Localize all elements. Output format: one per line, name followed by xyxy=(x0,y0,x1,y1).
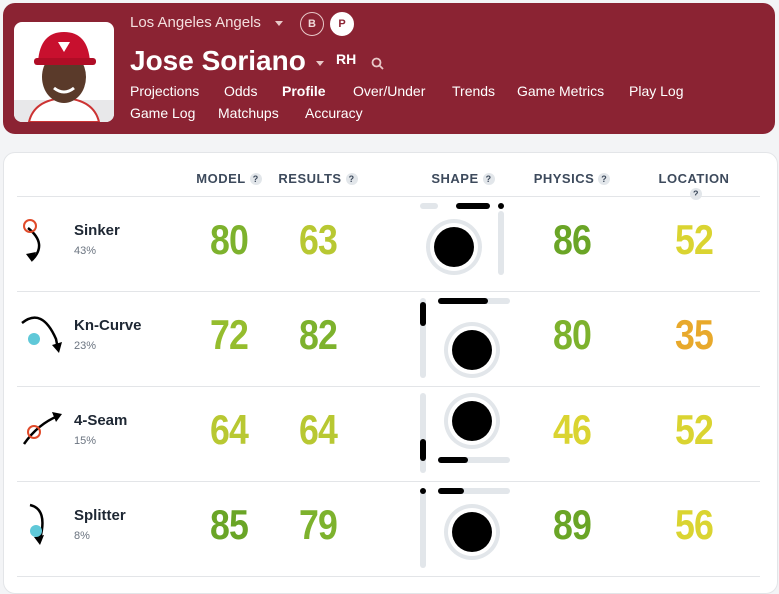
column-title: MODEL xyxy=(196,171,246,186)
badge[interactable]: P xyxy=(330,12,354,36)
grade-physics: 80 xyxy=(552,311,592,358)
pitch-usage: 15% xyxy=(74,435,97,447)
pitch-usage: 43% xyxy=(74,245,97,257)
nav-tab[interactable]: Game Metrics xyxy=(517,83,605,99)
separator xyxy=(17,386,760,387)
nav-tab[interactable]: Play Log xyxy=(629,83,684,99)
pitch-icon xyxy=(29,503,44,545)
column-title: LOCATION xyxy=(658,171,730,186)
column-title: SHAPE xyxy=(431,171,479,186)
grade-location: 52 xyxy=(674,216,714,263)
nav-tab[interactable]: Profile xyxy=(282,83,326,99)
grade-model: 85 xyxy=(209,501,249,548)
pitch-card xyxy=(3,152,778,594)
column-header: RESULTS? xyxy=(278,171,358,186)
pitch-icon xyxy=(23,219,41,262)
player-dropdown[interactable] xyxy=(316,61,324,67)
separator xyxy=(17,291,760,292)
pitch-icon xyxy=(21,316,62,353)
grade-location: 35 xyxy=(674,311,714,358)
grade-model: 64 xyxy=(209,406,249,453)
help-icon[interactable]: ? xyxy=(598,173,611,185)
column-header: PHYSICS? xyxy=(532,171,612,186)
pitch-name: Splitter xyxy=(74,507,126,524)
shape-plot xyxy=(420,393,510,473)
pitch-usage: 8% xyxy=(74,530,90,542)
separator xyxy=(17,196,760,197)
photo-art xyxy=(14,32,114,122)
player-name: Jose Soriano xyxy=(130,45,306,76)
help-icon[interactable]: ? xyxy=(345,173,358,185)
grade-physics: 89 xyxy=(552,501,592,548)
team-name[interactable]: Los Angeles Angels xyxy=(130,14,261,31)
nav-tab[interactable]: Trends xyxy=(452,83,496,99)
badge[interactable]: B xyxy=(300,12,324,36)
grade-location: 52 xyxy=(674,406,714,453)
shape-plot xyxy=(420,298,510,378)
nav-tab[interactable]: Over/Under xyxy=(353,83,426,99)
search-icon[interactable] xyxy=(371,57,385,71)
help-icon[interactable]: ? xyxy=(482,173,495,185)
separator xyxy=(17,481,760,482)
grade-physics: 46 xyxy=(552,406,592,453)
help-icon[interactable]: ? xyxy=(690,188,702,200)
nav-tab[interactable]: Game Log xyxy=(130,105,196,121)
grade-location: 56 xyxy=(674,501,714,548)
shape-plot xyxy=(420,488,510,568)
grade-results: 64 xyxy=(298,406,338,453)
grade-physics: 86 xyxy=(552,216,592,263)
nav-tab[interactable]: Matchups xyxy=(218,105,279,121)
nav-tab[interactable]: Odds xyxy=(224,83,258,99)
help-icon[interactable]: ? xyxy=(249,173,262,185)
column-header: LOCATION? xyxy=(654,171,734,201)
grade-results: 82 xyxy=(298,311,338,358)
player-photo xyxy=(14,22,114,122)
column-header: MODEL? xyxy=(189,171,269,186)
separator xyxy=(17,576,760,577)
page: Los Angeles Angels B P Jose Soriano RH P… xyxy=(3,3,778,594)
column-title: PHYSICS xyxy=(533,171,595,186)
grade-results: 63 xyxy=(298,216,338,263)
column-header: SHAPE? xyxy=(423,171,503,186)
handedness: RH xyxy=(336,51,357,67)
team-dropdown[interactable] xyxy=(275,21,283,27)
nav-tab[interactable]: Projections xyxy=(130,83,200,99)
pitch-name: Kn-Curve xyxy=(74,317,142,334)
nav-tab[interactable]: Accuracy xyxy=(305,105,363,121)
grade-model: 80 xyxy=(209,216,249,263)
player-header: Los Angeles Angels B P Jose Soriano RH P… xyxy=(3,3,775,134)
pitch-icon xyxy=(22,412,62,445)
column-title: RESULTS xyxy=(278,171,342,186)
pitch-name: 4-Seam xyxy=(74,412,128,429)
grade-results: 79 xyxy=(298,501,338,548)
pitch-usage: 23% xyxy=(74,340,97,352)
pitch-name: Sinker xyxy=(74,222,120,239)
shape-plot xyxy=(420,203,504,275)
grade-model: 72 xyxy=(209,311,249,358)
